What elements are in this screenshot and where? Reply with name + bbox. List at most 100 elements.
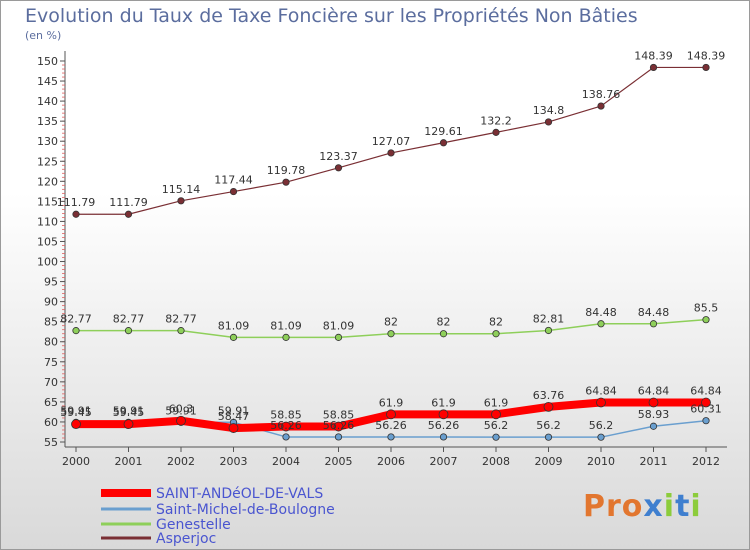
data-label: 56.26: [375, 419, 407, 432]
data-label: 58.47: [218, 410, 250, 423]
data-label: 61.9: [379, 396, 404, 409]
data-label: 58.85: [270, 409, 302, 422]
data-label: 81.09: [323, 319, 355, 332]
data-label: 82.81: [533, 312, 565, 325]
data-point: [72, 327, 80, 335]
x-tick-label: 2009: [535, 455, 563, 468]
data-label: 111.79: [109, 196, 148, 209]
y-tick-label: 145: [37, 75, 58, 88]
data-point: [282, 178, 290, 186]
data-point: [72, 210, 80, 218]
data-label: 81.09: [218, 319, 250, 332]
data-label: 64.84: [638, 385, 670, 398]
x-tick-label: 2000: [62, 455, 90, 468]
y-tick-label: 110: [37, 215, 58, 228]
data-label: 82: [384, 316, 398, 329]
data-point: [649, 422, 658, 430]
y-tick-label: 80: [44, 336, 58, 349]
data-label: 82.77: [60, 313, 92, 326]
data-label: 81.09: [270, 319, 302, 332]
y-tick-label: 85: [44, 316, 58, 329]
data-label: 60.3: [169, 403, 194, 416]
data-label: 127.07: [372, 135, 411, 148]
data-label: 115.14: [162, 183, 201, 196]
y-tick-label: 70: [44, 376, 58, 389]
data-label: 134.8: [533, 104, 565, 117]
data-point: [177, 197, 185, 205]
data-label: 59.91: [165, 404, 197, 417]
data-point: [649, 63, 658, 72]
data-point: [281, 421, 291, 432]
x-tick-label: 2008: [482, 455, 510, 468]
y-tick-label: 125: [37, 155, 58, 168]
data-point: [177, 327, 185, 335]
data-label: 84.48: [638, 306, 670, 319]
data-point: [124, 327, 133, 335]
x-tick-label: 2006: [377, 455, 405, 468]
logo-letter: r: [606, 489, 622, 524]
x-tick-label: 2011: [640, 455, 668, 468]
y-tick-label: 120: [37, 175, 58, 188]
y-tick-label: 100: [37, 256, 58, 269]
data-labels: 111.79 111.79 115.14 117.44 119.78 123.37 127.…: [57, 49, 726, 432]
data-label: 123.37: [319, 150, 358, 163]
data-point: [597, 433, 605, 441]
y-tick-label: 140: [37, 95, 58, 108]
data-label: 61.9: [431, 396, 456, 409]
data-point: [176, 415, 186, 426]
y-tick-label: 135: [37, 115, 58, 128]
data-label: 63.76: [533, 389, 565, 402]
logo-letter: x: [643, 489, 664, 524]
data-point: [124, 210, 133, 218]
x-tick-label: 2001: [115, 455, 143, 468]
x-tick-label: 2004: [272, 455, 300, 468]
data-label: 148.39: [634, 49, 673, 62]
data-label: 64.84: [585, 385, 617, 398]
y-tick-label: 90: [44, 296, 58, 309]
data-point: [702, 316, 710, 324]
data-label: 82.77: [113, 313, 145, 326]
data-point: [334, 433, 343, 441]
data-point: [648, 397, 659, 408]
legend: SAINT-ANDéOL-DE-VALSSaint-Michel-de-Boul…: [101, 486, 335, 547]
legend-label: Genestelle: [156, 517, 231, 533]
data-label: 56.2: [536, 419, 561, 432]
data-label: 132.2: [480, 114, 512, 127]
x-tick-label: 2012: [692, 455, 720, 468]
data-label: 56.26: [270, 419, 302, 432]
data-label: 64.84: [690, 385, 722, 398]
data-point: [334, 333, 343, 341]
logo-letter: P: [583, 489, 606, 524]
data-label: 85.5: [694, 302, 719, 315]
data-point: [702, 417, 710, 425]
y-tick-label: 105: [37, 235, 58, 248]
data-point: [387, 149, 395, 157]
x-tick-label: 2005: [325, 455, 353, 468]
data-point: [282, 433, 290, 441]
y-tick-label: 60: [44, 416, 58, 429]
legend-label: Asperjoc: [156, 531, 216, 547]
axes: 5560657075808590951001051101151201251301…: [37, 51, 727, 468]
data-label: 117.44: [214, 174, 253, 187]
logo-letter: i: [690, 489, 702, 524]
data-point: [702, 63, 710, 72]
data-point: [544, 118, 553, 126]
data-point: [386, 409, 396, 420]
data-point: [544, 433, 553, 441]
data-point: [71, 419, 81, 430]
data-point: [649, 320, 658, 328]
data-point: [387, 330, 395, 338]
x-tick-label: 2010: [587, 455, 615, 468]
data-point: [229, 333, 238, 341]
logo-letter: i: [663, 489, 676, 524]
data-label: 60.31: [690, 403, 722, 416]
y-tick-label: 95: [44, 276, 58, 289]
proxiti-logo: Proxiti: [583, 489, 702, 524]
data-point: [597, 102, 605, 110]
data-point: [229, 187, 238, 196]
data-point: [123, 419, 134, 430]
data-label: 56.26: [323, 419, 355, 432]
data-label: 82: [437, 316, 451, 329]
